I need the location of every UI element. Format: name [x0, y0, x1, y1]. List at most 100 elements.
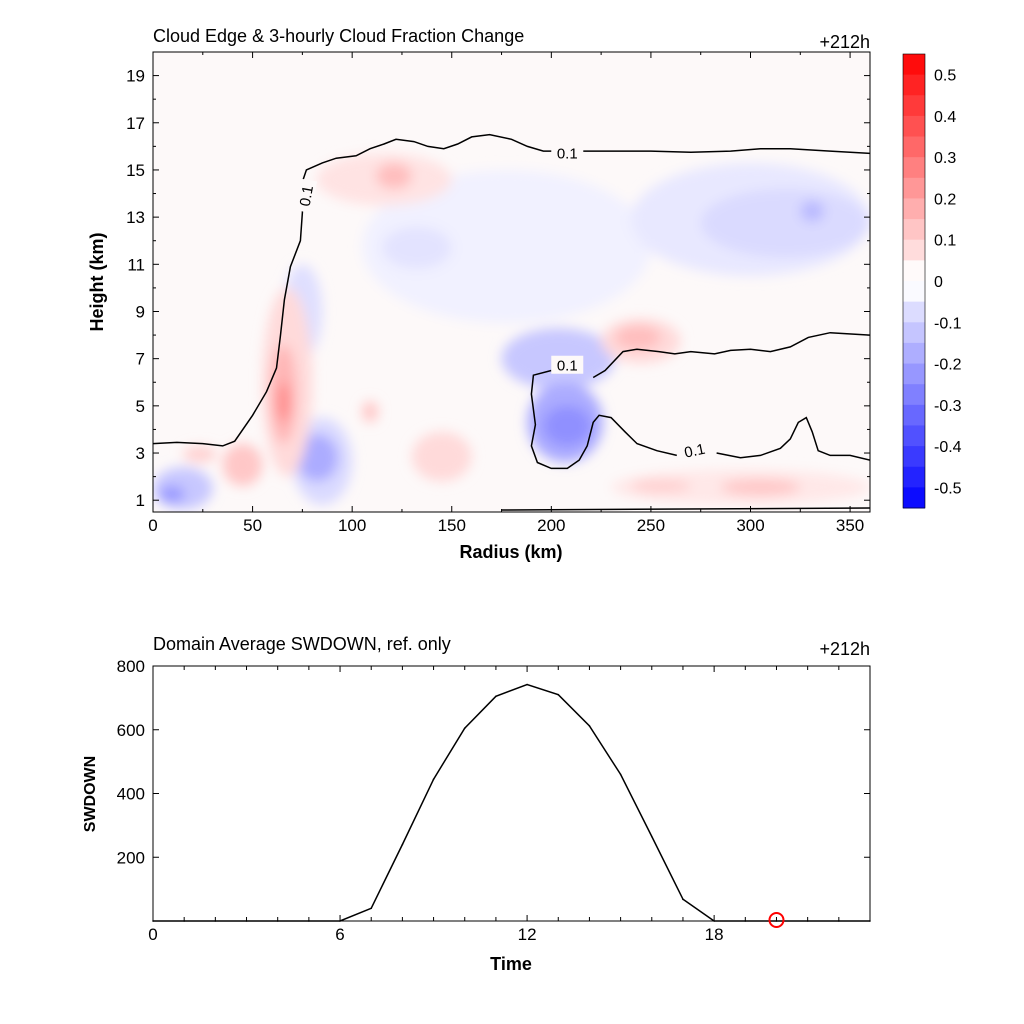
- data-point: [152, 920, 154, 922]
- colorbar-band: [903, 136, 925, 158]
- heatmap-cell: [182, 445, 217, 463]
- colorbar-band: [903, 198, 925, 220]
- colorbar-band: [903, 95, 925, 117]
- heatmap-cell: [543, 405, 592, 446]
- y-tick-label: 19: [126, 67, 145, 86]
- data-point: [526, 683, 528, 686]
- heatmap-cells: [153, 153, 870, 510]
- data-point: [214, 920, 217, 922]
- heatmap-cell: [222, 443, 263, 487]
- contour-line: [153, 133, 870, 447]
- heatmap-time-label: +212h: [819, 32, 870, 52]
- heatmap-cell: [276, 382, 291, 423]
- heatmap-cell: [700, 188, 870, 258]
- colorbar-band: [903, 301, 925, 323]
- contour-label-bg: [551, 355, 584, 374]
- heatmap-cell: [631, 478, 691, 494]
- data-point: [650, 835, 653, 838]
- colorbar-band: [903, 404, 925, 426]
- y-tick-label: 5: [136, 397, 145, 416]
- line-y-ticks: 200 400 600 800: [117, 657, 870, 867]
- data-point: [869, 920, 871, 922]
- x-tick-label: 300: [736, 516, 764, 535]
- contour-labels: 0.1 0.1 0.1 0.1: [293, 143, 713, 462]
- line-x-axis-label: Time: [490, 954, 532, 974]
- y-tick-label: 600: [117, 721, 145, 740]
- x-tick-label: 6: [335, 925, 344, 944]
- x-tick-label: 50: [243, 516, 262, 535]
- heatmap-title: Cloud Edge & 3-hourly Cloud Fraction Cha…: [153, 26, 524, 46]
- x-tick-label: 350: [836, 516, 864, 535]
- heatmap-x-ticks: 0 50 100 150 200 250 300 350: [148, 52, 864, 535]
- contour-line: [716, 416, 870, 461]
- data-point: [682, 898, 684, 901]
- y-tick-label: 17: [126, 114, 145, 133]
- y-tick-label: 13: [126, 208, 145, 227]
- contour-label: 0.1: [557, 145, 578, 162]
- colorbar-band: [903, 446, 925, 468]
- data-point: [463, 727, 466, 729]
- data-point: [432, 778, 435, 780]
- contour-line: [501, 507, 870, 511]
- colorbar-band: [903, 157, 925, 179]
- colorbar-band: [903, 74, 925, 96]
- line-panel: Domain Average SWDOWN, ref. only +212h 0…: [82, 634, 871, 974]
- data-point: [619, 773, 622, 776]
- heatmap-panel: Cloud Edge & 3-hourly Cloud Fraction Cha…: [87, 26, 871, 562]
- heatmap-cell: [376, 162, 412, 189]
- data-point: [806, 920, 809, 922]
- y-tick-label: 400: [117, 785, 145, 804]
- data-point: [276, 920, 279, 922]
- heatmap-cell: [382, 226, 452, 270]
- colorbar-band: [903, 177, 925, 199]
- contour-label: 0.1: [557, 358, 578, 375]
- contour-label-bg: [551, 143, 584, 162]
- colorbar-band: [903, 219, 925, 241]
- line-series-group: [152, 683, 871, 928]
- colorbar-tick-label: -0.2: [934, 357, 962, 374]
- data-point: [245, 920, 248, 922]
- data-point: [370, 907, 373, 910]
- data-point: [495, 695, 497, 698]
- heatmap-cell: [296, 434, 339, 482]
- y-tick-label: 3: [136, 444, 145, 463]
- data-point: [557, 693, 560, 696]
- colorbar-band: [903, 239, 925, 261]
- data-point: [339, 920, 341, 922]
- data-point: [588, 725, 591, 727]
- heatmap-frame: [152, 51, 871, 513]
- colorbar-band: [903, 54, 925, 76]
- x-tick-label: 0: [148, 516, 157, 535]
- colorbar-band: [903, 487, 925, 509]
- colorbar-ticks: 0.5 0.4 0.3 0.2 0.1 0 -0.1 -0.2 -0.3 -0.4 -0.5: [934, 68, 962, 498]
- y-tick-label: 9: [136, 302, 145, 321]
- x-tick-label: 12: [518, 925, 537, 944]
- line-y-axis-label: SWDOWN: [82, 756, 99, 832]
- data-point: [775, 920, 778, 922]
- contour-lines: [153, 133, 870, 511]
- x-tick-label: 150: [438, 516, 466, 535]
- colorbar-band: [903, 342, 925, 365]
- colorbar-tick-label: 0.4: [934, 109, 956, 126]
- x-tick-label: 250: [637, 516, 665, 535]
- colorbar-tick-label: 0.2: [934, 191, 956, 208]
- colorbar-band: [903, 425, 925, 447]
- x-tick-label: 0: [148, 925, 157, 944]
- contour-label-bg: [293, 178, 318, 214]
- x-tick-label: 200: [537, 516, 565, 535]
- colorbar-band: [903, 260, 925, 282]
- y-tick-label: 1: [136, 491, 145, 510]
- colorbar-tick-label: 0.1: [934, 233, 956, 250]
- data-point: [183, 920, 185, 922]
- colorbar: 0.5 0.4 0.3 0.2 0.1 0 -0.1 -0.2 -0.3 -0.4 -0.5: [902, 53, 962, 509]
- colorbar-band: [903, 115, 925, 138]
- contour-line: [592, 331, 870, 379]
- colorbar-bands: [903, 54, 925, 509]
- heatmap-cell: [411, 431, 472, 482]
- swdown-line: [153, 683, 870, 922]
- heatmap-cell: [615, 325, 661, 350]
- heatmap-cell: [720, 478, 801, 496]
- colorbar-band: [903, 322, 925, 344]
